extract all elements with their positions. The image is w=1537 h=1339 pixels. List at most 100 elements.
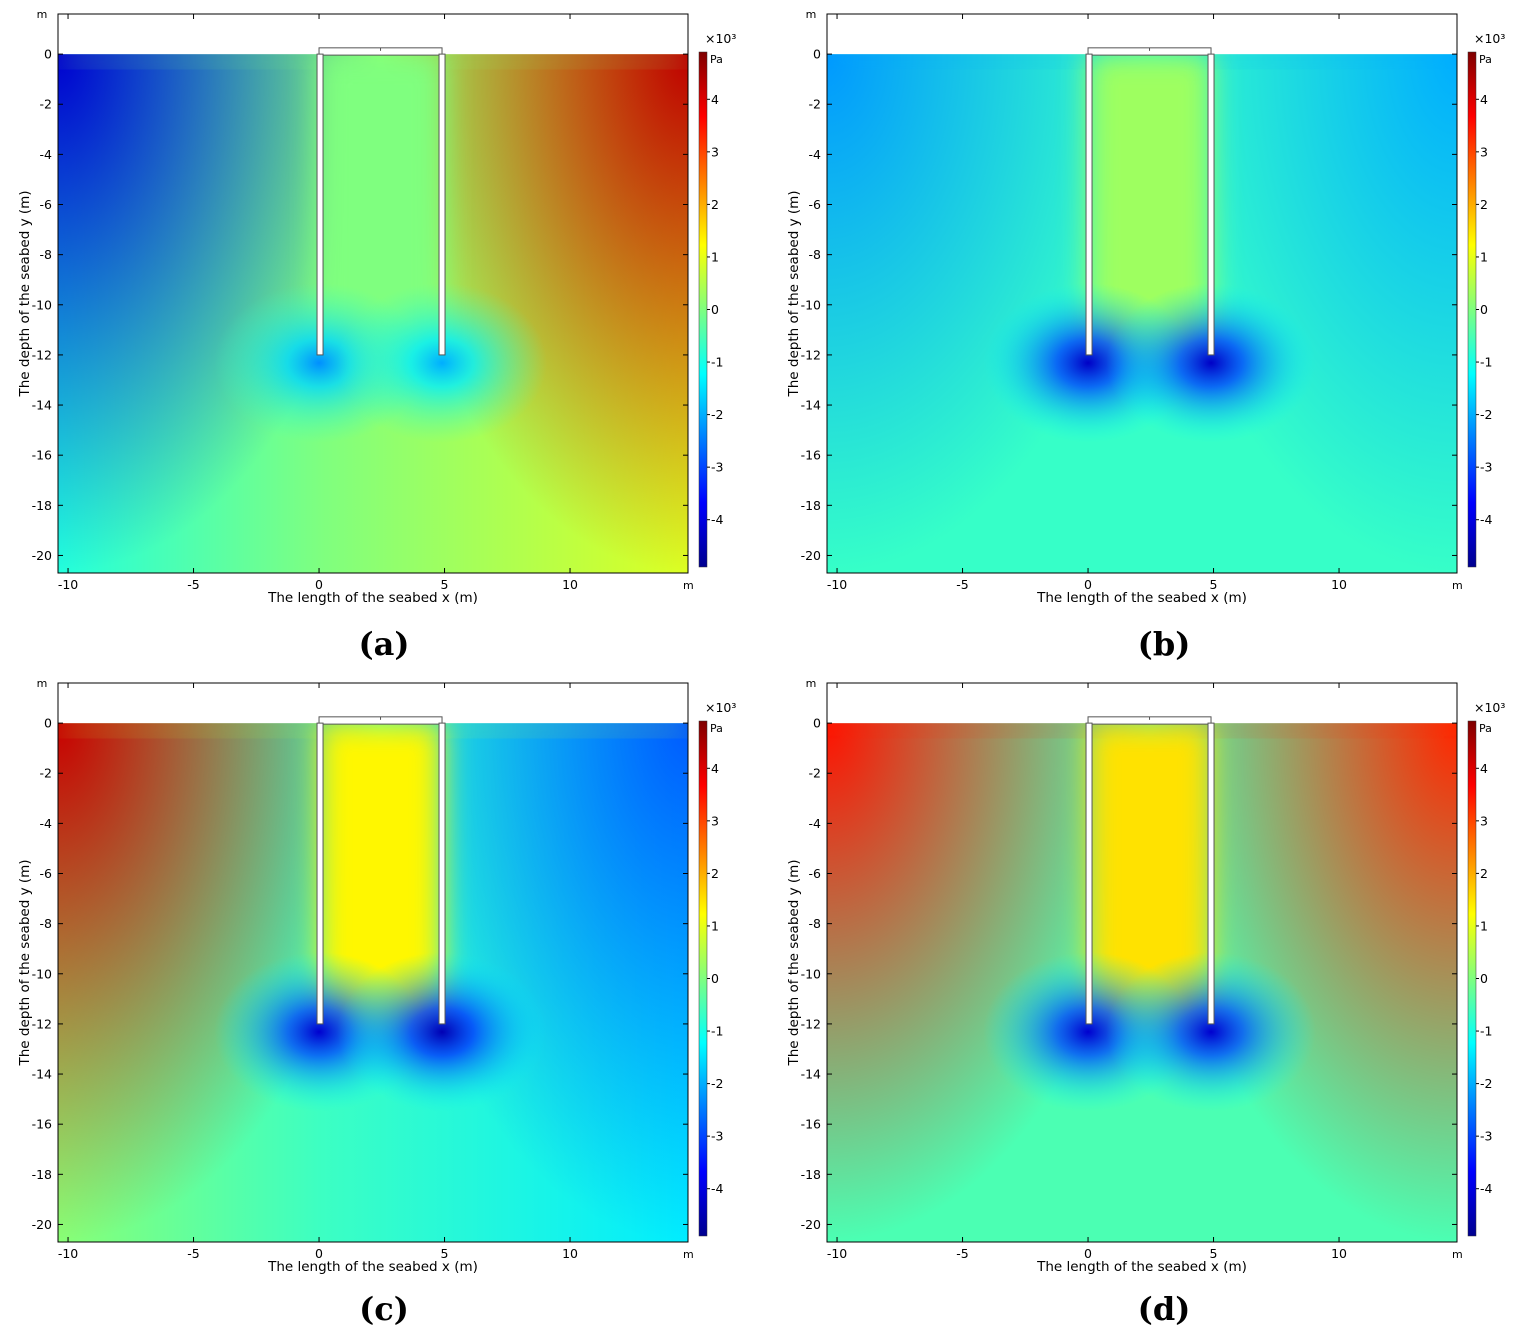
colorbar-tick-label: 2 <box>1480 197 1488 212</box>
x-tick-label: 0 <box>315 1246 323 1261</box>
x-tick-label: 5 <box>1210 1246 1218 1261</box>
colorbar <box>698 51 708 568</box>
colorbar-tick-label: -4 <box>711 1181 724 1196</box>
y-tick-label: -16 <box>801 1117 821 1132</box>
x-tick-label: 5 <box>1210 577 1218 592</box>
colorbar-tick-label: -1 <box>711 355 723 370</box>
chart-a: -10 -5 0 5 100-2-4-6-8-10-12-14-16-18-20mmTh… <box>17 8 736 606</box>
x-axis-title: The length of the seabed x (m) <box>1036 590 1247 606</box>
colorbar-multiplier: ×10³ <box>1474 700 1505 715</box>
x-tick-label: 0 <box>1084 577 1092 592</box>
bucket-skirt-right <box>1207 722 1215 1025</box>
colorbar-tick-label: -2 <box>711 407 723 422</box>
colorbar-tick-label: -3 <box>1480 460 1492 475</box>
y-tick-label: 0 <box>44 716 52 731</box>
y-tick-label: 0 <box>813 716 821 731</box>
colorbar-tick-label: -3 <box>711 1129 723 1144</box>
colorbar-tick-label: 2 <box>1480 866 1488 881</box>
colorbar-tick-label: 2 <box>711 866 719 881</box>
plot-frame <box>826 682 1458 1243</box>
x-unit-label: m <box>683 1248 694 1261</box>
x-tick-label: -10 <box>58 577 78 592</box>
x-tick-label: -5 <box>187 1246 199 1261</box>
bucket-skirt-right <box>1207 53 1215 356</box>
y-axis-title: The depth of the seabed y (m) <box>17 859 33 1066</box>
colorbar-tick-label: 1 <box>711 918 719 933</box>
y-tick-label: -20 <box>32 1217 52 1232</box>
plot-frame <box>57 13 689 574</box>
chart-c: -10 -5 0 5 100-2-4-6-8-10-12-14-16-18-20mmTh… <box>17 677 736 1275</box>
colorbar-multiplier: ×10³ <box>705 700 736 715</box>
tip-pressure-right <box>337 282 548 443</box>
x-axis-title: The length of the seabed x (m) <box>1036 1259 1247 1275</box>
plot-frame <box>826 13 1458 574</box>
x-tick-label: -5 <box>956 1246 968 1261</box>
colorbar-tick-label: 3 <box>711 144 719 159</box>
colorbar-tick-label: 3 <box>1480 813 1488 828</box>
tip-pressure-right <box>1106 282 1317 443</box>
y-tick-label: -16 <box>32 1117 52 1132</box>
y-tick-label: -10 <box>801 966 821 981</box>
x-axis-title: The length of the seabed x (m) <box>267 590 478 606</box>
y-tick-label: 0 <box>44 47 52 62</box>
colorbar-unit: Pa <box>710 722 723 735</box>
colorbar-tick-label: 1 <box>711 249 719 264</box>
y-tick-label: -12 <box>32 1016 52 1031</box>
panel-b: -10 -5 0 5 10 0 -2 -4 -6 -8 -10 -12 -14 -16 -18 -20 m m Th… <box>769 0 1537 669</box>
colorbar-tick-label: 3 <box>1480 144 1488 159</box>
y-tick-label: -16 <box>801 448 821 463</box>
x-tick-label: 10 <box>1331 577 1347 592</box>
colorbar-tick-label: 4 <box>711 92 719 107</box>
colorbar-tick-label: -4 <box>1480 512 1493 527</box>
tip-pressure-right <box>337 951 548 1112</box>
x-tick-label: 10 <box>562 577 578 592</box>
colorbar <box>1467 51 1477 568</box>
x-tick-label: -5 <box>956 577 968 592</box>
colorbar-tick-label: -1 <box>1480 355 1492 370</box>
y-unit-label: m <box>37 8 48 21</box>
colorbar <box>698 720 708 1237</box>
x-tick-label: -10 <box>827 577 847 592</box>
y-tick-label: -6 <box>809 866 822 881</box>
colorbar-tick-label: -3 <box>711 460 723 475</box>
x-tick-label: 5 <box>441 1246 449 1261</box>
colorbar-tick-label: 4 <box>1480 761 1488 776</box>
colorbar-tick-label: 3 <box>711 813 719 828</box>
colorbar-unit: Pa <box>1479 722 1492 735</box>
x-unit-label: m <box>683 579 694 592</box>
y-tick-label: -4 <box>809 147 822 162</box>
x-unit-label: m <box>1452 579 1463 592</box>
y-tick-label: -6 <box>40 197 53 212</box>
y-tick-label: 0 <box>813 47 821 62</box>
y-unit-label: m <box>806 677 817 690</box>
y-tick-label: -10 <box>801 297 821 312</box>
y-axis-title: The depth of the seabed y (m) <box>17 190 33 397</box>
colorbar-tick-label: 2 <box>711 197 719 212</box>
colorbar <box>1467 720 1477 1237</box>
pressure-field-a <box>58 54 688 573</box>
x-unit-label: m <box>1452 1248 1463 1261</box>
chart-d: -10 -5 0 5 100-2-4-6-8-10-12-14-16-18-20mmTh… <box>786 677 1505 1275</box>
colorbar-tick-label: 1 <box>1480 249 1488 264</box>
y-tick-label: -20 <box>801 1217 821 1232</box>
panel-a: -10 -5 0 5 10 0 -2 -4 -6 -8 -10 -12 -14 -16 -18 -20 m m Th… <box>0 0 768 669</box>
y-tick-label: -18 <box>801 1167 821 1182</box>
y-tick-label: -8 <box>40 247 53 262</box>
colorbar-tick-label: 0 <box>711 302 719 317</box>
panel-c: -10 -5 0 5 10 0 -2 -4 -6 -8 -10 -12 -14 -16 -18 -20 m m Th… <box>0 669 768 1338</box>
colorbar-tick-label: -2 <box>1480 1076 1492 1091</box>
colorbar-unit: Pa <box>1479 53 1492 66</box>
y-tick-label: -2 <box>40 766 52 781</box>
colorbar-tick-label: 4 <box>711 761 719 776</box>
tip-pressure-right <box>1106 951 1317 1112</box>
x-tick-label: -10 <box>58 1246 78 1261</box>
bucket-skirt-left <box>1085 53 1093 356</box>
y-axis-title: The depth of the seabed y (m) <box>786 190 802 397</box>
y-tick-label: -12 <box>32 347 52 362</box>
pressure-field-d <box>827 723 1457 1242</box>
bucket-skirt-left <box>1085 722 1093 1025</box>
y-tick-label: -10 <box>32 297 52 312</box>
colorbar-tick-label: 4 <box>1480 92 1488 107</box>
y-tick-label: -12 <box>801 1016 821 1031</box>
colorbar-tick-label: -2 <box>1480 407 1492 422</box>
